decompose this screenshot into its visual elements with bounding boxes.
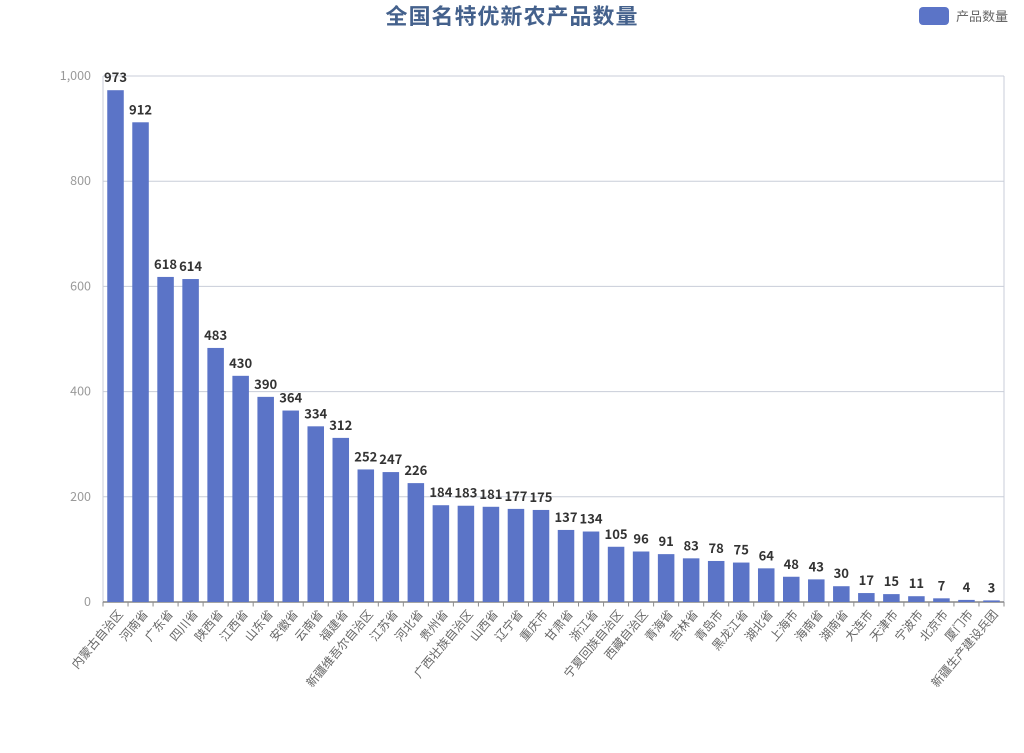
svg-text:91: 91 xyxy=(658,531,673,550)
svg-text:64: 64 xyxy=(759,545,775,564)
svg-text:600: 600 xyxy=(70,275,91,294)
svg-text:4: 4 xyxy=(963,577,971,596)
svg-text:177: 177 xyxy=(504,486,527,505)
svg-text:175: 175 xyxy=(529,487,552,506)
svg-text:11: 11 xyxy=(909,573,924,592)
svg-text:800: 800 xyxy=(70,170,91,189)
svg-text:78: 78 xyxy=(709,538,725,557)
svg-text:390: 390 xyxy=(254,374,277,393)
svg-text:134: 134 xyxy=(580,509,603,528)
svg-text:200: 200 xyxy=(70,486,91,505)
svg-text:181: 181 xyxy=(479,484,502,503)
svg-text:48: 48 xyxy=(784,554,800,573)
svg-text:400: 400 xyxy=(70,381,91,400)
svg-text:30: 30 xyxy=(834,563,850,582)
svg-text:184: 184 xyxy=(429,482,452,501)
svg-text:247: 247 xyxy=(379,449,402,468)
svg-text:43: 43 xyxy=(809,556,824,575)
svg-text:7: 7 xyxy=(938,575,946,594)
svg-text:17: 17 xyxy=(859,570,875,589)
svg-text:105: 105 xyxy=(605,524,628,543)
svg-text:183: 183 xyxy=(454,483,477,502)
svg-text:483: 483 xyxy=(204,325,227,344)
svg-text:430: 430 xyxy=(229,353,252,372)
svg-text:0: 0 xyxy=(84,591,91,610)
svg-text:137: 137 xyxy=(555,507,578,526)
svg-text:83: 83 xyxy=(683,535,698,554)
svg-text:96: 96 xyxy=(633,529,649,548)
svg-text:618: 618 xyxy=(154,254,177,273)
svg-text:1,000: 1,000 xyxy=(60,65,91,84)
svg-text:3: 3 xyxy=(988,577,996,596)
svg-text:226: 226 xyxy=(404,460,427,479)
svg-text:312: 312 xyxy=(329,415,352,434)
svg-text:614: 614 xyxy=(179,256,202,275)
svg-text:973: 973 xyxy=(104,67,127,86)
svg-text:252: 252 xyxy=(354,446,377,465)
svg-text:334: 334 xyxy=(304,403,327,422)
svg-text:364: 364 xyxy=(279,388,302,407)
svg-text:912: 912 xyxy=(129,99,152,118)
svg-text:15: 15 xyxy=(884,571,899,590)
svg-text:75: 75 xyxy=(734,540,749,559)
